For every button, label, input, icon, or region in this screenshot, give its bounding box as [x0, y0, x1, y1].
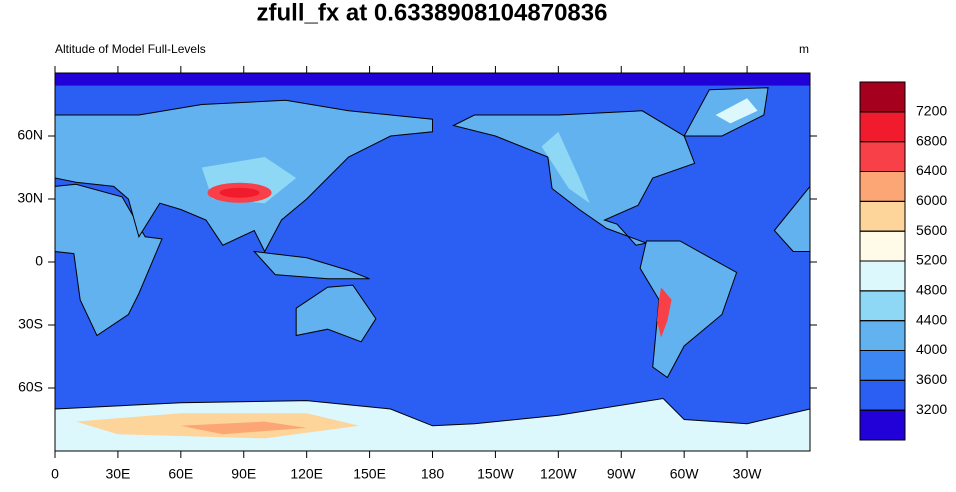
subtitle: Altitude of Model Full-Levels: [55, 42, 206, 56]
x-tick-label: 120W: [540, 466, 577, 482]
colorbar-box: [859, 230, 906, 262]
x-tick-label: 60W: [670, 466, 700, 482]
x-tick-label: 150W: [477, 466, 514, 482]
ice-peak: [180, 421, 307, 435]
colorbar-label: 6400: [916, 162, 947, 178]
map: [54, 73, 811, 452]
units: m: [799, 42, 809, 56]
y-tick-label: 60N: [17, 127, 43, 143]
andes: [656, 287, 672, 338]
y-tick-label: 30N: [17, 190, 43, 206]
x-tick-label: 180: [421, 466, 445, 482]
colorbar-box: [859, 171, 906, 202]
colorbar-box: [859, 141, 906, 173]
x-tick-label: 90W: [607, 466, 637, 482]
colorbar-label: 6000: [916, 192, 947, 208]
colorbar-box: [859, 260, 906, 292]
colorbar-label: 3200: [916, 401, 947, 417]
x-tick-label: 30E: [105, 466, 130, 482]
colorbar-box: [859, 350, 906, 381]
tibet-core: [219, 187, 260, 198]
y-tick-label: 0: [35, 253, 43, 269]
x-tick-label: 120E: [290, 466, 323, 482]
colorbar-label: 7200: [916, 103, 947, 119]
x-tick-label: 60E: [168, 466, 193, 482]
y-tick-label: 60S: [18, 379, 43, 395]
x-tick-label: 30W: [733, 466, 763, 482]
y-tick-label: 30S: [18, 316, 43, 332]
colorbar-box: [859, 81, 906, 113]
polar-cap: [55, 73, 810, 86]
colorbar-label: 6800: [916, 132, 947, 148]
highland: [715, 98, 758, 124]
x-tick-label: 0: [51, 466, 59, 482]
colorbar-label: 3600: [916, 371, 947, 387]
land: [639, 240, 738, 379]
colorbar-label: 4000: [916, 341, 947, 357]
colorbar-box: [859, 200, 906, 232]
colorbar-box: [859, 409, 906, 441]
land: [252, 250, 370, 280]
colorbar-box: [859, 290, 906, 322]
highland: [541, 131, 590, 204]
chart-title: zfull_fx at 0.6338908104870836: [257, 0, 608, 26]
colorbar-box: [859, 320, 906, 351]
colorbar-label: 5200: [916, 252, 947, 268]
colorbar-label: 5600: [916, 222, 947, 238]
colorbar-box: [859, 379, 906, 411]
colorbar-box: [859, 111, 906, 143]
colorbar-label: 4400: [916, 311, 947, 327]
x-tick-label: 150E: [353, 466, 386, 482]
x-tick-label: 90E: [231, 466, 256, 482]
land: [295, 284, 377, 343]
colorbar-label: 4800: [916, 282, 947, 298]
